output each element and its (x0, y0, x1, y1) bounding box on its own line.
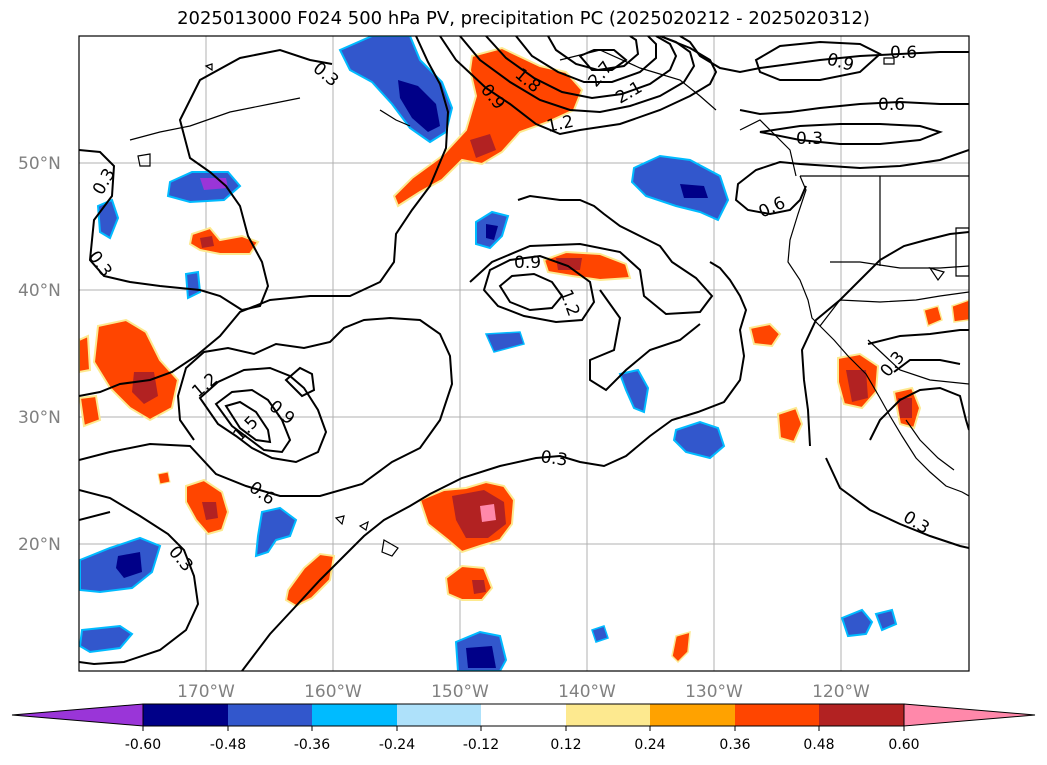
colorbar-segment (481, 704, 566, 726)
colorbar-segment (312, 704, 397, 726)
lat-tick-labels: 50°N 40°N 30°N 20°N (18, 154, 61, 555)
precip-positive-areas (79, 46, 969, 664)
lon-tick-label: 140°W (558, 682, 616, 702)
contour-label: 0.6 (878, 95, 905, 115)
lon-tick-label: 120°W (812, 682, 870, 702)
colorbar-frame (142, 703, 905, 727)
map-title: 2025013000 F024 500 hPa PV, precipitatio… (177, 8, 870, 29)
lat-tick-label: 30°N (18, 408, 61, 428)
colorbar-segment (228, 704, 312, 726)
colorbar-segment (143, 704, 228, 726)
colorbar-label: -0.48 (210, 737, 246, 753)
lon-tick-label: 150°W (431, 682, 489, 702)
colorbar-segment (650, 704, 735, 726)
colorbar-label: 0.48 (803, 737, 834, 753)
colorbar-extend-high (903, 703, 1036, 727)
colorbar-extend-low (11, 703, 144, 727)
contour-label: 0.3 (539, 447, 569, 471)
gridlines (79, 36, 969, 671)
colorbar-label: 0.36 (719, 737, 750, 753)
lat-tick-label: 40°N (18, 281, 61, 301)
colorbar-label: 0.24 (634, 737, 665, 753)
contour-label: 0.6 (890, 43, 917, 63)
colorbar-segment (819, 704, 904, 726)
lon-tick-label: 170°W (177, 682, 235, 702)
lon-tick-label: 160°W (304, 682, 362, 702)
lat-tick-label: 50°N (18, 154, 61, 174)
precip-negative-areas (79, 36, 898, 671)
coastlines (129, 49, 969, 557)
colorbar-label: -0.60 (125, 737, 161, 753)
colorbar: -0.60 -0.48 -0.36 -0.24 -0.12 0.12 0.24 … (11, 703, 1036, 753)
colorbar-label: 0.60 (888, 737, 919, 753)
colorbar-label: -0.12 (463, 737, 499, 753)
plot-frame (78, 35, 970, 672)
contour-label: 0.3 (796, 129, 823, 149)
lon-tick-label: 130°W (685, 682, 743, 702)
colorbar-label: -0.24 (379, 737, 415, 753)
colorbar-segment (566, 704, 650, 726)
lon-tick-labels: 170°W 160°W 150°W 140°W 130°W 120°W (177, 682, 870, 702)
colorbar-label: -0.36 (294, 737, 330, 753)
colorbar-label: 0.12 (550, 737, 581, 753)
lat-tick-label: 20°N (18, 535, 61, 555)
colorbar-segment (397, 704, 481, 726)
colorbar-segment (735, 704, 819, 726)
pv-contours (79, 36, 969, 671)
contour-label: 0.9 (514, 253, 541, 273)
